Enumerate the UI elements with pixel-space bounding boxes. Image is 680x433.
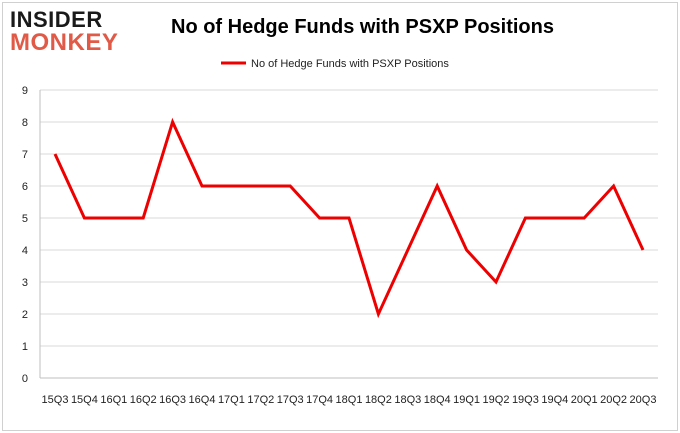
legend-label-0: No of Hedge Funds with PSXP Positions xyxy=(251,58,449,70)
y-tick-label-3: 3 xyxy=(22,277,28,289)
chart-title: No of Hedge Funds with PSXP Positions xyxy=(171,16,554,38)
legend: No of Hedge Funds with PSXP Positions xyxy=(221,58,449,70)
series-layer xyxy=(53,117,645,319)
x-tick-label-20Q3: 20Q3 xyxy=(630,394,657,406)
insider-monkey-logo: INSIDER MONKEY xyxy=(10,9,126,55)
axes xyxy=(39,90,658,379)
y-tick-label-9: 9 xyxy=(22,85,28,97)
y-tick-label-4: 4 xyxy=(22,245,28,257)
x-tick-label-17Q4: 17Q4 xyxy=(306,394,333,406)
x-tick-label-16Q1: 16Q1 xyxy=(100,394,127,406)
y-tick-label-2: 2 xyxy=(22,309,28,321)
x-tick-label-19Q3: 19Q3 xyxy=(512,394,539,406)
x-tick-label-20Q1: 20Q1 xyxy=(571,394,598,406)
logo-line-1: INSIDER xyxy=(10,7,103,32)
y-tick-label-1: 1 xyxy=(22,341,28,353)
x-tick-label-15Q3: 15Q3 xyxy=(42,394,69,406)
x-tick-label-20Q2: 20Q2 xyxy=(600,394,627,406)
x-tick-label-16Q3: 16Q3 xyxy=(159,394,186,406)
logo-line-2: MONKEY xyxy=(10,29,119,56)
series-line-0 xyxy=(53,117,645,319)
gridlines xyxy=(40,89,658,347)
y-tick-label-5: 5 xyxy=(22,213,28,225)
x-tick-label-18Q3: 18Q3 xyxy=(394,394,421,406)
y-tick-label-6: 6 xyxy=(22,181,28,193)
x-tick-label-15Q4: 15Q4 xyxy=(71,394,98,406)
y-tick-label-0: 0 xyxy=(22,373,28,385)
x-tick-label-16Q2: 16Q2 xyxy=(130,394,157,406)
x-tick-label-17Q2: 17Q2 xyxy=(247,394,274,406)
x-tick-label-18Q2: 18Q2 xyxy=(365,394,392,406)
x-tick-label-19Q1: 19Q1 xyxy=(453,394,480,406)
x-tick-label-18Q4: 18Q4 xyxy=(424,394,451,406)
x-tick-label-19Q4: 19Q4 xyxy=(541,394,568,406)
x-tick-label-19Q2: 19Q2 xyxy=(483,394,510,406)
y-tick-label-7: 7 xyxy=(22,149,28,161)
x-tick-label-18Q1: 18Q1 xyxy=(336,394,363,406)
x-tick-label-17Q3: 17Q3 xyxy=(277,394,304,406)
x-tick-label-17Q1: 17Q1 xyxy=(218,394,245,406)
x-tick-label-16Q4: 16Q4 xyxy=(189,394,216,406)
y-tick-label-8: 8 xyxy=(22,117,28,129)
